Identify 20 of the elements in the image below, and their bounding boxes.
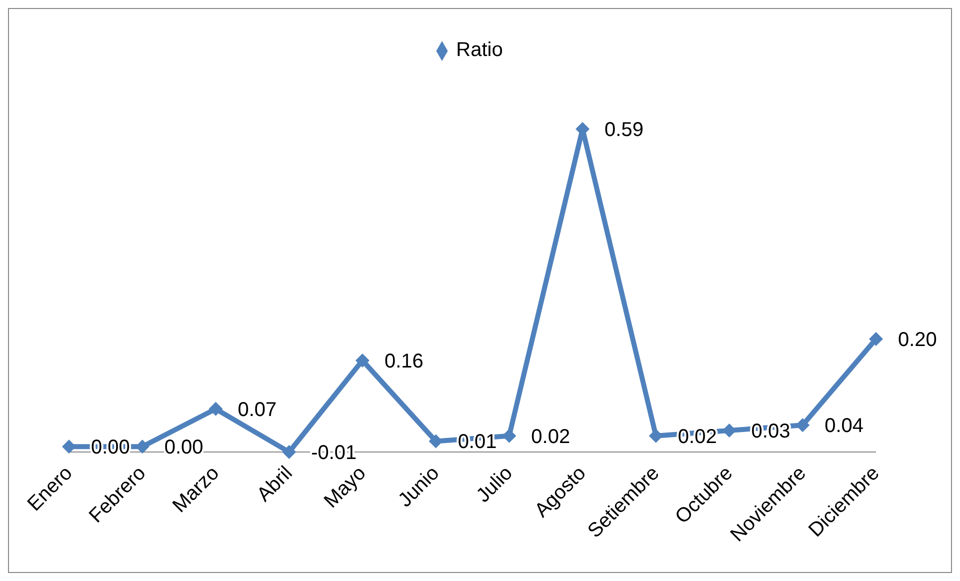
x-tick-label: Julio xyxy=(472,462,517,507)
data-label: 0.02 xyxy=(531,426,570,448)
data-label: -0.01 xyxy=(311,442,357,464)
point xyxy=(282,445,296,459)
data-label: 0.16 xyxy=(384,350,424,372)
point xyxy=(648,428,663,443)
point xyxy=(355,353,370,368)
data-label: 0.04 xyxy=(824,415,864,438)
point xyxy=(796,418,810,432)
point xyxy=(428,434,443,448)
point xyxy=(869,332,883,346)
data-label: 0.00 xyxy=(164,436,204,459)
point xyxy=(502,428,516,443)
data-label: 0.07 xyxy=(238,398,277,421)
data-label: 0.20 xyxy=(898,328,937,351)
point xyxy=(722,423,736,438)
point xyxy=(208,402,223,416)
data-label: 0.59 xyxy=(604,119,644,141)
legend-label: Ratio xyxy=(456,39,503,61)
point xyxy=(62,440,76,454)
